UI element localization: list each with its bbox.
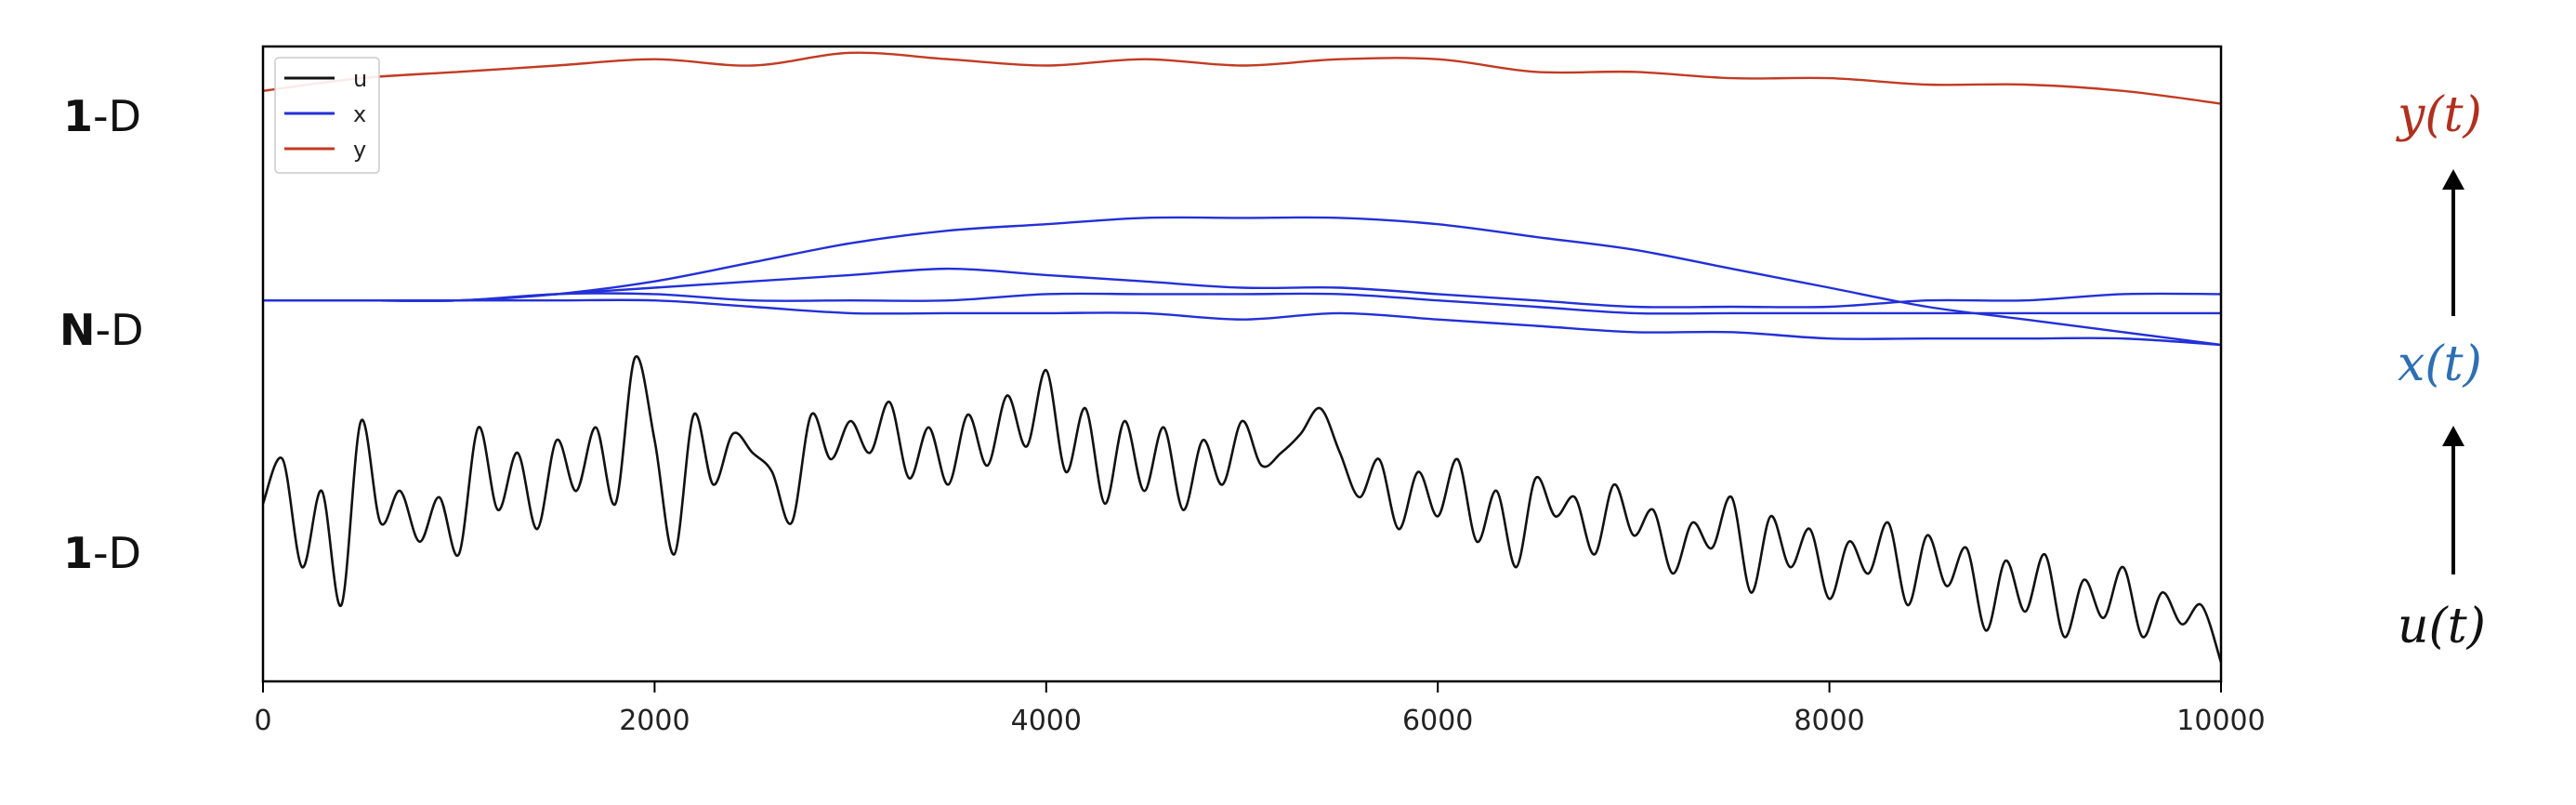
- dimension-label-top-rest: -D: [93, 91, 142, 141]
- dimension-label-bottom: 1-D: [63, 528, 141, 578]
- x-axis: 0 2000 4000 6000 8000 10000: [254, 681, 2266, 737]
- dimension-label-middle-bold: N: [59, 305, 96, 355]
- series-line-u-5: [261, 355, 2223, 663]
- legend-label-x: x: [353, 101, 366, 127]
- dimension-label-middle-rest: -D: [95, 305, 144, 355]
- signal-label-x: x(t): [2398, 337, 2482, 392]
- series-line-x-2: [263, 267, 2222, 309]
- dimension-label-bottom-rest: -D: [93, 528, 142, 578]
- x-tick-label-4000: 4000: [1011, 705, 1082, 737]
- series-line-y-0: [262, 51, 2222, 105]
- legend: uxy: [274, 57, 380, 174]
- legend-box: [274, 57, 380, 174]
- series-line-x-4: [263, 298, 2222, 347]
- dimension-label-top: 1-D: [63, 91, 141, 141]
- x-tick-label-0: 0: [254, 705, 271, 737]
- x-tick-label-8000: 8000: [1794, 705, 1864, 737]
- legend-label-u: u: [353, 66, 367, 92]
- arrow-head-u-to-x: [2442, 426, 2464, 446]
- dimension-label-middle: N-D: [59, 305, 144, 355]
- x-tick-label-6000: 6000: [1402, 705, 1473, 737]
- signal-label-u: u(t): [2398, 599, 2486, 654]
- plot-series: [261, 51, 2223, 663]
- x-tick-label-10000: 10000: [2176, 705, 2265, 737]
- series-line-x-3: [263, 292, 2221, 315]
- x-tick-label-2000: 2000: [619, 705, 690, 737]
- signal-label-y: y(t): [2398, 87, 2482, 143]
- dimension-label-top-bold: 1: [63, 91, 94, 141]
- legend-label-y: y: [353, 137, 366, 163]
- series-line-x-1: [263, 216, 2222, 347]
- plot-frame: [261, 45, 2223, 683]
- arrow-head-x-to-y: [2442, 169, 2464, 190]
- dimension-label-bottom-bold: 1: [63, 528, 94, 578]
- flow-arrows: [2442, 169, 2464, 574]
